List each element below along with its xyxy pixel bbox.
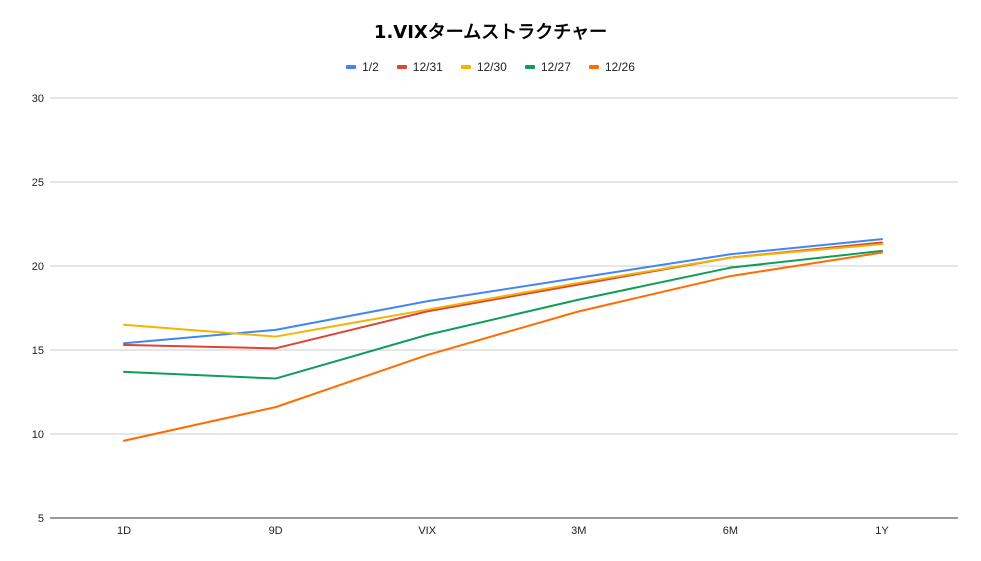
y-tick-label: 15 [32,345,44,357]
y-tick-label: 30 [32,93,44,105]
x-tick-label: 9D [269,525,283,537]
legend-label: 1/2 [362,60,379,74]
chart-title: 1.VIXタームストラクチャー [373,22,608,43]
legend-label: 12/26 [604,60,635,74]
legend-label: 12/27 [540,60,571,74]
legend: 1/2 12/31 12/30 12/27 12/26 [0,60,981,74]
x-tick-label: 1Y [875,525,889,537]
x-tick-label: 3M [571,525,586,537]
legend-label: 12/30 [476,60,507,74]
legend-swatch [396,65,407,69]
y-tick-label: 5 [38,513,44,525]
series-line-3 [123,249,883,380]
legend-swatch [460,65,471,69]
legend-item[interactable]: 12/30 [460,60,507,74]
series-line-2 [123,243,883,338]
legend-label: 12/31 [412,60,443,74]
x-tick-label: VIX [418,525,436,537]
x-tick-label: 1D [117,525,131,537]
series-line-4 [123,251,883,442]
y-tick-label: 25 [32,177,44,189]
legend-swatch [346,65,357,69]
y-tick-label: 10 [32,429,44,441]
legend-item[interactable]: 1/2 [346,60,379,74]
series-line-0 [123,238,883,345]
legend-item[interactable]: 12/27 [524,60,571,74]
y-tick-label: 20 [32,261,44,273]
legend-swatch [588,65,599,69]
legend-swatch [524,65,535,69]
legend-item[interactable]: 12/26 [588,60,635,74]
legend-item[interactable]: 12/31 [396,60,443,74]
x-tick-label: 6M [723,525,738,537]
